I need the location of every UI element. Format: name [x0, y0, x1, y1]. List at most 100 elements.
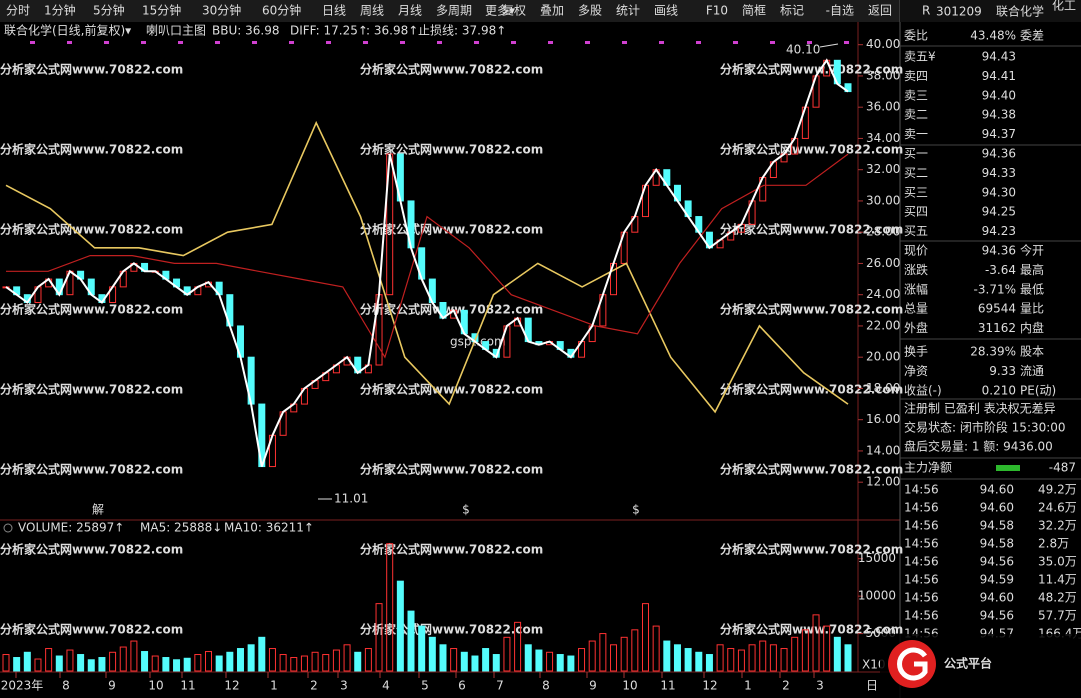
x-tick-label: 1	[270, 679, 278, 693]
volume-bar	[2, 654, 10, 672]
x-tick-label: 2023年	[1, 679, 44, 693]
label: 11.4万	[1038, 573, 1077, 587]
label: 涨跌	[904, 262, 928, 277]
toolbar-button[interactable]: 多周期	[436, 4, 472, 18]
volume-bar	[343, 644, 351, 672]
indicator-label: DIFF: 17.25↑	[290, 24, 368, 38]
volume-bar	[173, 659, 181, 672]
x-tick-label: 6	[458, 679, 466, 693]
toolbar-button[interactable]: 多股	[578, 4, 602, 18]
label: 盘后交易量: 1 额: 9436.00	[904, 439, 1053, 454]
volume-bar	[354, 651, 362, 672]
toolbar-button[interactable]: 标记	[780, 4, 804, 18]
volume-bar	[780, 648, 788, 672]
watermark: 分析家公式网www.70822.com	[360, 462, 543, 477]
signal-dash	[696, 41, 701, 44]
volume-bar	[460, 651, 468, 672]
volume-bar	[119, 646, 127, 672]
y-tick-label: 40.00	[866, 37, 900, 51]
volume-bar	[823, 625, 831, 672]
signal-dash	[770, 41, 775, 44]
signal-dash	[585, 41, 590, 44]
volume-bar	[450, 648, 458, 672]
toolbar-button[interactable]: 统计	[616, 4, 640, 18]
label: 14:56	[904, 537, 939, 551]
toolbar-button[interactable]: 60分钟	[262, 3, 301, 18]
volume-header: MA5: 25888↓	[140, 521, 222, 535]
toolbar-button[interactable]: 分时	[6, 4, 30, 18]
watermark: 分析家公式网www.70822.com	[360, 382, 543, 397]
x-tick-label: 12	[702, 679, 717, 693]
y-tick-label: 22.00	[866, 318, 900, 332]
volume-bar	[290, 657, 298, 672]
label: 总量	[904, 302, 928, 316]
volume-bar	[503, 636, 511, 672]
industry: 化工	[1052, 0, 1076, 13]
label: 14:56	[904, 591, 939, 605]
volume-bar	[705, 654, 713, 672]
volume-header: MA10: 36211↑	[224, 521, 314, 535]
watermark: 分析家公式网www.70822.com	[0, 62, 183, 77]
toolbar-button[interactable]: 叠加	[540, 4, 564, 18]
y-tick-label: 14.00	[866, 443, 900, 457]
watermark: 分析家公式网www.70822.com	[720, 622, 903, 637]
watermark: 分析家公式网www.70822.com	[720, 222, 903, 237]
toolbar-button[interactable]: 简框	[742, 4, 766, 18]
label: -3.71%	[974, 282, 1016, 296]
volume-bar	[418, 625, 426, 672]
label: 最低	[1020, 282, 1044, 296]
signal-dash	[622, 41, 627, 44]
toolbar-button[interactable]: 更多▾	[485, 4, 515, 18]
toolbar-button[interactable]: 画线	[654, 4, 678, 18]
toolbar-button[interactable]: -自选	[826, 4, 854, 18]
y-tick-label: 24.00	[866, 287, 900, 301]
toolbar-button[interactable]: 30分钟	[202, 3, 241, 18]
indicator-label: 喇叭口主图	[146, 23, 206, 38]
toolbar-button[interactable]: F10	[706, 4, 728, 18]
label: 卖四	[904, 69, 928, 83]
volume-bar	[151, 655, 159, 672]
watermark: 分析家公式网www.70822.com	[0, 382, 183, 397]
y-tick-label: 20.00	[866, 350, 900, 364]
signal-dash	[289, 41, 294, 44]
volume-bar	[663, 640, 671, 672]
signal-dash	[215, 41, 220, 44]
volume-bar	[247, 644, 255, 672]
period-button[interactable]: 日	[866, 679, 878, 693]
label: 32.2万	[1038, 519, 1077, 533]
watermark: 分析家公式网www.70822.com	[0, 542, 183, 557]
x-tick-label: 3	[340, 679, 348, 693]
x-tick-label: 10	[148, 679, 163, 693]
toolbar-button[interactable]: 5分钟	[93, 3, 125, 18]
toolbar-button[interactable]: 1分钟	[44, 3, 76, 18]
toolbar-button[interactable]: 周线	[360, 4, 384, 18]
flag: R	[922, 4, 930, 18]
logo-g	[897, 647, 928, 681]
watermark: 分析家公式网www.70822.com	[0, 302, 183, 317]
watermark: 分析家公式网www.70822.com	[720, 302, 903, 317]
label: 买四	[904, 205, 928, 219]
toolbar-button[interactable]: 月线	[398, 4, 422, 18]
label: 2.8万	[1038, 537, 1069, 551]
watermark: 分析家公式网www.70822.com	[720, 142, 903, 157]
x-tick-label: 3	[816, 679, 824, 693]
label: 94.23	[982, 224, 1016, 238]
toolbar-button[interactable]: 返回	[868, 4, 892, 18]
toolbar-button[interactable]: 日线	[322, 4, 346, 18]
volume-bar	[162, 657, 170, 672]
volume-bar	[396, 580, 404, 672]
volume-bar	[332, 649, 340, 672]
watermark: 分析家公式网www.70822.com	[360, 302, 543, 317]
x-tick-label: 2	[310, 679, 318, 693]
indicator-label: BBU: 36.98	[212, 24, 279, 38]
y-tick-label: 18.00	[866, 381, 900, 395]
volume-bar	[652, 625, 660, 672]
label: 94.59	[980, 573, 1014, 587]
label: 买一	[904, 147, 928, 161]
toolbar-button[interactable]: 复权	[502, 4, 526, 18]
high-annotation: 40.10	[786, 43, 820, 57]
label: 94.43	[982, 50, 1016, 64]
toolbar-button[interactable]: 15分钟	[142, 3, 181, 18]
